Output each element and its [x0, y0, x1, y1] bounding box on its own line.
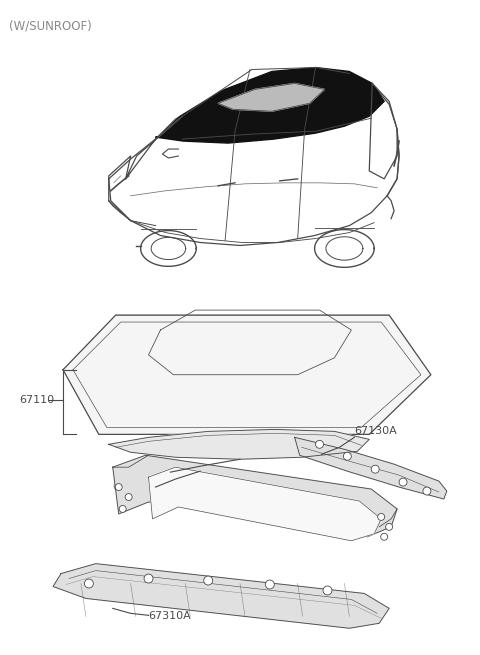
- Circle shape: [204, 576, 213, 585]
- Text: 67115: 67115: [113, 482, 148, 492]
- Text: 67110: 67110: [19, 394, 54, 405]
- Polygon shape: [53, 563, 389, 628]
- Polygon shape: [295, 438, 447, 499]
- Polygon shape: [113, 455, 397, 537]
- Circle shape: [315, 440, 324, 448]
- Circle shape: [378, 514, 384, 520]
- Text: 67310A: 67310A: [148, 611, 192, 622]
- Circle shape: [119, 506, 126, 512]
- Circle shape: [385, 523, 393, 531]
- Circle shape: [381, 533, 388, 540]
- Polygon shape: [109, 430, 369, 459]
- Text: 67134A: 67134A: [113, 467, 156, 477]
- Circle shape: [265, 580, 274, 589]
- Circle shape: [115, 483, 122, 491]
- Polygon shape: [63, 315, 431, 434]
- Circle shape: [125, 493, 132, 500]
- Polygon shape: [218, 83, 324, 111]
- Circle shape: [371, 465, 379, 473]
- Circle shape: [84, 579, 93, 588]
- Text: 67130A: 67130A: [354, 426, 397, 436]
- Circle shape: [423, 487, 431, 495]
- Circle shape: [144, 574, 153, 583]
- Circle shape: [343, 452, 351, 460]
- Text: (W/SUNROOF): (W/SUNROOF): [9, 20, 92, 33]
- Polygon shape: [148, 467, 381, 541]
- Circle shape: [323, 586, 332, 595]
- Polygon shape: [156, 67, 384, 143]
- Circle shape: [399, 478, 407, 486]
